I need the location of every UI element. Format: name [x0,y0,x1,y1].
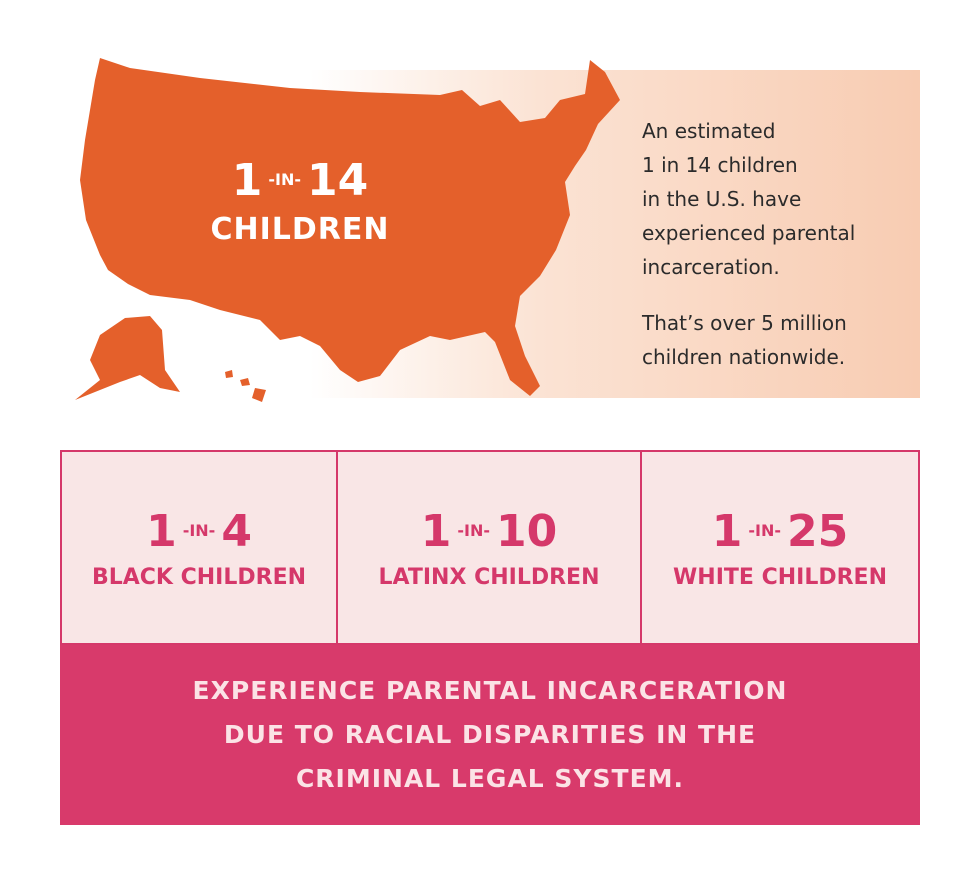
group-number: 1 [146,505,177,557]
text-line: 1 in 14 children [642,153,798,177]
group-label: LATINX CHILDREN [378,564,600,590]
group-connector: -IN- [182,520,216,540]
disparity-box: 1 -IN- 4 BLACK CHILDREN 1 -IN- 10 LATINX CHILDR… [60,450,920,825]
paragraph: An estimated 1 in 14 children in the U.S. … [642,114,855,284]
group-cell: 1 -IN- 10 LATINX CHILDREN [338,450,642,645]
group-label: WHITE CHILDREN [673,564,887,590]
group-connector: -IN- [748,520,781,540]
text-line: children nationwide. [642,345,846,369]
group-ratio: 1 -IN- 10 [421,506,557,557]
stat-connector: -IN- [268,170,301,189]
group-ratio: 1 -IN- 4 [146,506,252,557]
group-cell: 1 -IN- 25 WHITE CHILDREN [642,450,920,645]
text-line: An estimated [642,119,776,143]
cells: 1 -IN- 4 BLACK CHILDREN 1 -IN- 10 LATINX CHILDR… [60,450,920,645]
stat-number: 14 [307,155,369,206]
stat-label: CHILDREN [210,212,390,247]
text-line: experienced parental [642,221,856,245]
map-hawaii [225,370,266,402]
group-number: 25 [787,505,849,557]
map-contiguous [80,58,620,396]
group-cell: 1 -IN- 4 BLACK CHILDREN [60,450,338,645]
top-stat: 1 -IN- 14 CHILDREN [150,155,450,247]
text-line: in the U.S. have [642,187,802,211]
group-number: 4 [221,505,252,557]
group-number: 1 [711,505,743,557]
stat-number: 1 [231,155,263,206]
map-alaska [75,316,180,400]
paragraph: That’s over 5 million children nationwide… [642,306,855,374]
us-map [75,58,620,402]
text-line: incarceration. [642,255,780,279]
footer: EXPERIENCE PARENTAL INCARCERATION DUE TO … [60,645,920,825]
footer-line: DUE TO RACIAL DISPARITIES IN THE [223,720,757,749]
footer-line: CRIMINAL LEGAL SYSTEM. [295,764,685,793]
group-number: 1 [420,505,452,557]
group-connector: -IN- [457,520,490,540]
group-label: BLACK CHILDREN [91,564,307,590]
description: An estimated 1 in 14 children in the U.S. … [642,114,855,374]
group-ratio: 1 -IN- 25 [712,506,848,557]
group-number: 10 [496,505,558,557]
stat-ratio: 1 -IN- 14 [150,155,450,206]
text-line: That’s over 5 million [642,311,847,335]
footer-line: EXPERIENCE PARENTAL INCARCERATION [192,676,788,705]
